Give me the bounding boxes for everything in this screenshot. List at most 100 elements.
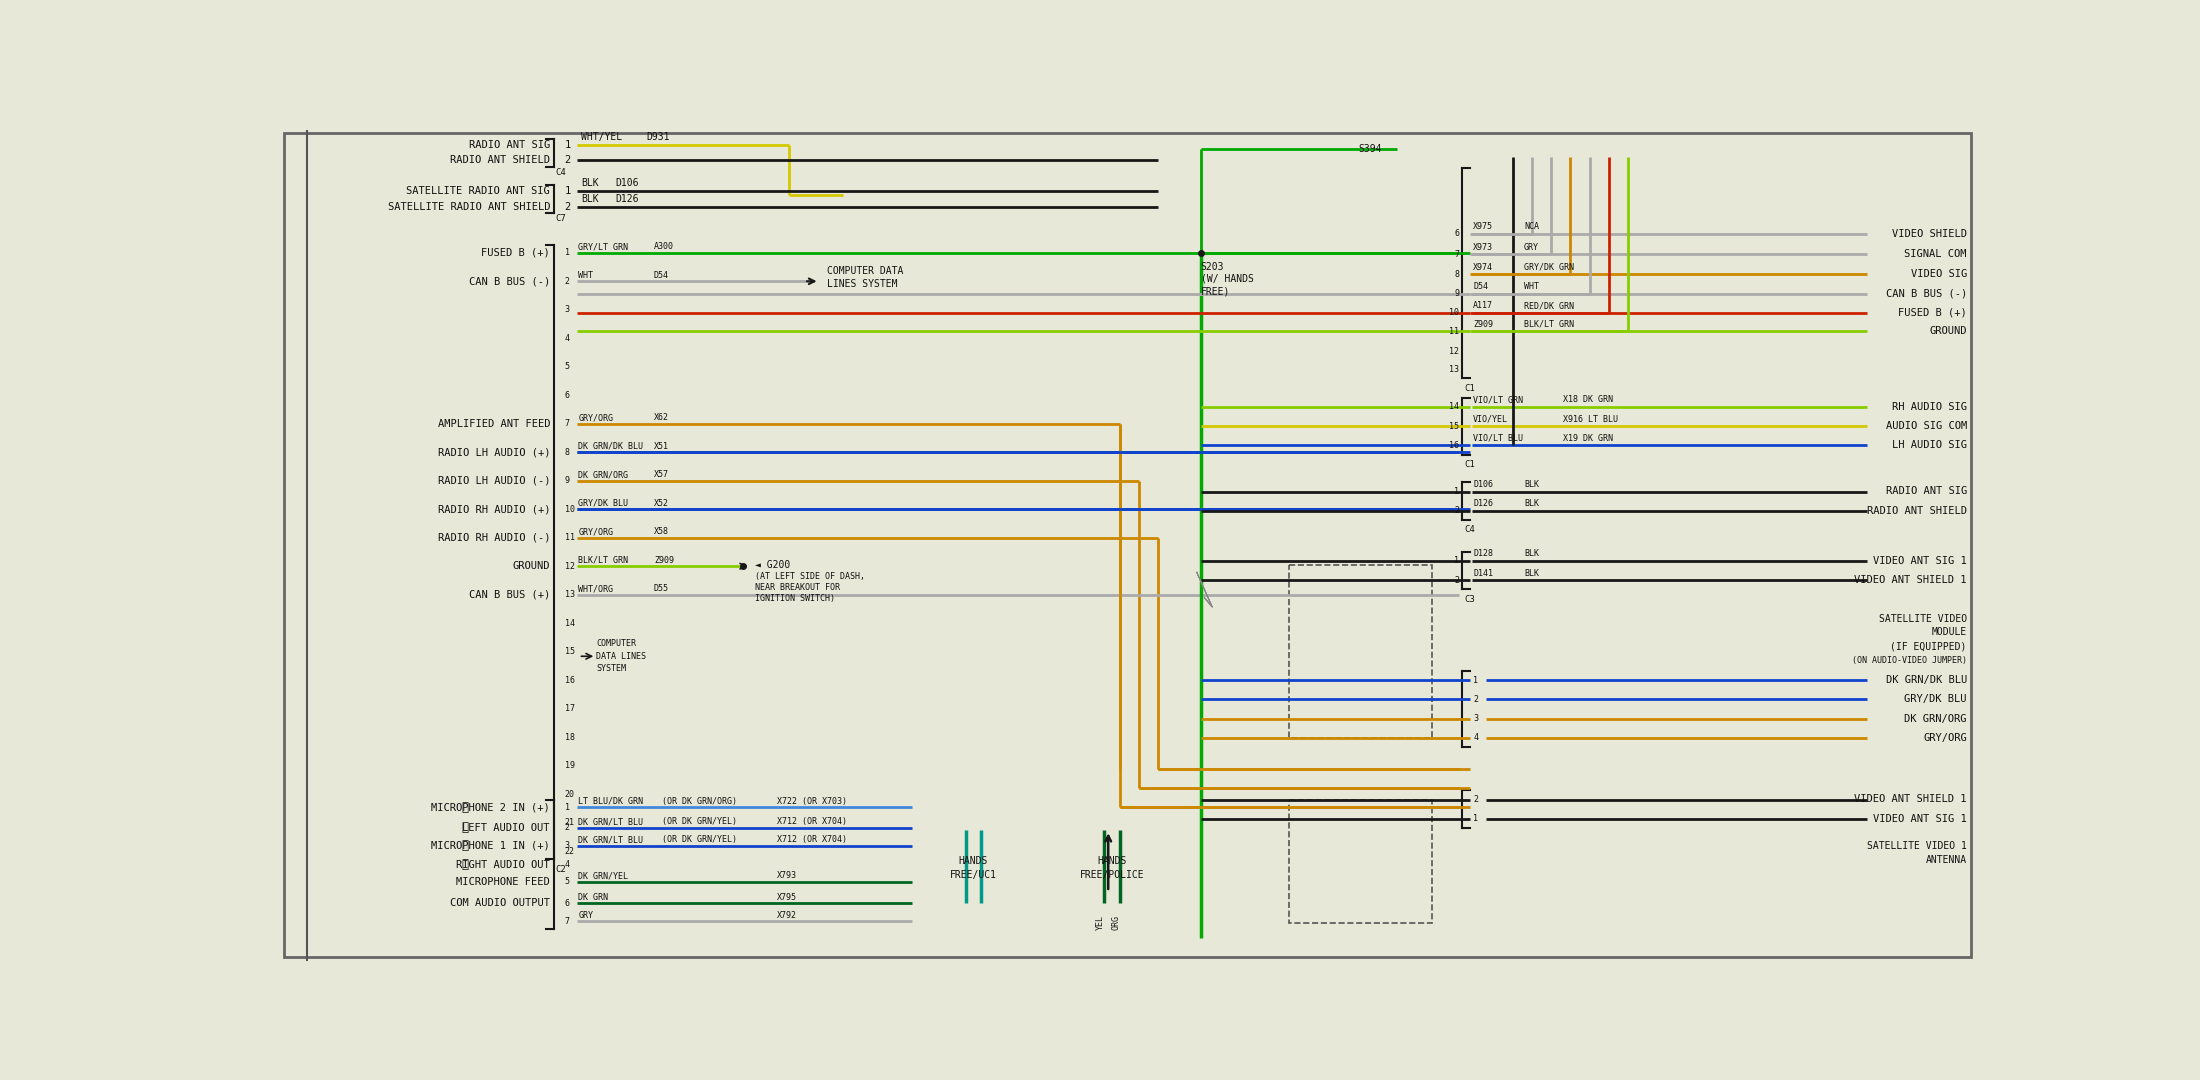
Text: 6: 6	[565, 391, 570, 400]
Text: DK GRN/DK BLU: DK GRN/DK BLU	[579, 442, 642, 450]
Text: LH AUDIO SIG: LH AUDIO SIG	[1892, 441, 1967, 450]
Text: X793: X793	[777, 872, 796, 880]
Text: 7: 7	[565, 419, 570, 429]
Text: 13: 13	[565, 590, 574, 599]
Text: 11: 11	[1450, 327, 1459, 336]
Text: MICROPHONE 1 IN (+): MICROPHONE 1 IN (+)	[431, 840, 550, 851]
Text: X916 LT BLU: X916 LT BLU	[1562, 415, 1617, 423]
Text: 2: 2	[1474, 694, 1478, 704]
Text: GRY/DK BLU: GRY/DK BLU	[579, 499, 629, 508]
Text: D106: D106	[616, 178, 638, 189]
Text: X974: X974	[1474, 262, 1494, 272]
Text: A117: A117	[1474, 301, 1494, 310]
Text: IGNITION SWITCH): IGNITION SWITCH)	[755, 594, 834, 603]
Text: X975: X975	[1474, 222, 1494, 231]
Text: (W/ HANDS: (W/ HANDS	[1201, 274, 1254, 284]
Text: D128: D128	[1474, 550, 1494, 558]
Text: 3: 3	[1474, 714, 1478, 724]
Text: X52: X52	[653, 499, 669, 508]
Text: SATELLITE VIDEO 1: SATELLITE VIDEO 1	[1868, 840, 1967, 851]
Text: DK GRN/LT BLU: DK GRN/LT BLU	[579, 835, 642, 845]
Text: YEL: YEL	[1096, 916, 1104, 930]
Text: VIO/YEL: VIO/YEL	[1474, 415, 1509, 423]
Text: FUSED B (+): FUSED B (+)	[482, 247, 550, 258]
Text: 10: 10	[565, 504, 574, 514]
Text: 4: 4	[565, 334, 570, 342]
Text: X722 (OR X703): X722 (OR X703)	[777, 797, 847, 806]
Text: RADIO LH AUDIO (+): RADIO LH AUDIO (+)	[438, 447, 550, 457]
Text: BLK/LT GRN: BLK/LT GRN	[579, 555, 629, 565]
Text: VIDEO ANT SIG 1: VIDEO ANT SIG 1	[1872, 556, 1967, 566]
Text: C4: C4	[1463, 526, 1474, 535]
Text: 17: 17	[565, 704, 574, 713]
Text: BLK: BLK	[581, 194, 598, 204]
Text: X712 (OR X704): X712 (OR X704)	[777, 835, 847, 845]
Text: 1: 1	[1474, 676, 1478, 685]
Text: DK GRN/YEL: DK GRN/YEL	[579, 872, 629, 880]
Text: DK GRN: DK GRN	[579, 893, 609, 902]
Text: ①: ①	[462, 800, 469, 813]
Text: 14: 14	[1450, 402, 1459, 411]
Text: MODULE: MODULE	[1932, 627, 1967, 637]
Text: VIDEO ANT SHIELD 1: VIDEO ANT SHIELD 1	[1855, 575, 1967, 585]
Text: WHT: WHT	[1525, 282, 1540, 292]
Text: (OR DK GRN/YEL): (OR DK GRN/YEL)	[662, 818, 737, 826]
Text: GRY/ORG: GRY/ORG	[1923, 733, 1967, 743]
Text: (ON AUDIO-VIDEO JUMPER): (ON AUDIO-VIDEO JUMPER)	[1852, 656, 1967, 664]
Text: Z909: Z909	[653, 555, 673, 565]
Text: D106: D106	[1474, 481, 1494, 489]
Text: X18 DK GRN: X18 DK GRN	[1562, 395, 1613, 404]
Text: GRY/LT GRN: GRY/LT GRN	[579, 242, 629, 252]
Text: LT BLU/DK GRN: LT BLU/DK GRN	[579, 797, 642, 806]
Text: C1: C1	[1463, 460, 1474, 469]
Text: 1: 1	[565, 186, 570, 197]
Text: RED/DK GRN: RED/DK GRN	[1525, 301, 1573, 310]
Text: 13: 13	[1450, 365, 1459, 375]
Text: X712 (OR X704): X712 (OR X704)	[777, 818, 847, 826]
Text: FREE/POLICE: FREE/POLICE	[1080, 870, 1144, 880]
Text: BLK: BLK	[1525, 568, 1540, 578]
Text: SIGNAL COM: SIGNAL COM	[1905, 249, 1967, 259]
Text: 1: 1	[1454, 556, 1459, 565]
Text: FREE): FREE)	[1201, 286, 1230, 296]
Text: X62: X62	[653, 413, 669, 422]
Text: C7: C7	[554, 215, 565, 224]
Text: 19: 19	[565, 761, 574, 770]
Text: 6: 6	[1454, 229, 1459, 238]
Text: 2: 2	[1474, 795, 1478, 804]
Text: 10: 10	[1450, 309, 1459, 318]
Text: X19 DK GRN: X19 DK GRN	[1562, 434, 1613, 443]
Text: 21: 21	[565, 819, 574, 827]
Text: VIO/LT GRN: VIO/LT GRN	[1474, 395, 1522, 404]
Text: WHT/YEL: WHT/YEL	[581, 133, 623, 143]
Text: 1: 1	[565, 140, 570, 150]
Text: 6: 6	[565, 899, 570, 908]
Text: BLK: BLK	[581, 178, 598, 189]
Text: 2: 2	[565, 276, 570, 286]
Text: 16: 16	[1450, 441, 1459, 449]
Text: HANDS: HANDS	[959, 856, 988, 866]
Text: S203: S203	[1201, 261, 1223, 272]
Text: GRY/DK GRN: GRY/DK GRN	[1525, 262, 1573, 272]
Text: 12: 12	[1450, 347, 1459, 356]
Text: Z909: Z909	[1474, 320, 1494, 329]
Text: 2: 2	[565, 156, 570, 165]
Text: DK GRN/DK BLU: DK GRN/DK BLU	[1885, 675, 1967, 685]
Text: RADIO RH AUDIO (+): RADIO RH AUDIO (+)	[438, 504, 550, 514]
Text: 1: 1	[565, 802, 570, 812]
Text: 7: 7	[565, 917, 570, 926]
Text: GROUND: GROUND	[1929, 326, 1967, 336]
Text: VIDEO ANT SIG 1: VIDEO ANT SIG 1	[1872, 813, 1967, 824]
Text: 11: 11	[565, 534, 574, 542]
Text: 15: 15	[1450, 421, 1459, 431]
Text: ①: ①	[462, 839, 469, 852]
Text: GRY/ORG: GRY/ORG	[579, 413, 614, 422]
Text: 4: 4	[1474, 733, 1478, 742]
Text: RADIO ANT SHIELD: RADIO ANT SHIELD	[451, 156, 550, 165]
Text: BLK: BLK	[1525, 481, 1540, 489]
Text: DK GRN/LT BLU: DK GRN/LT BLU	[579, 818, 642, 826]
Text: GRY: GRY	[579, 910, 594, 919]
Text: LINES SYSTEM: LINES SYSTEM	[827, 280, 898, 289]
Text: DK GRN/ORG: DK GRN/ORG	[579, 470, 629, 480]
Text: WHT/ORG: WHT/ORG	[579, 584, 614, 593]
